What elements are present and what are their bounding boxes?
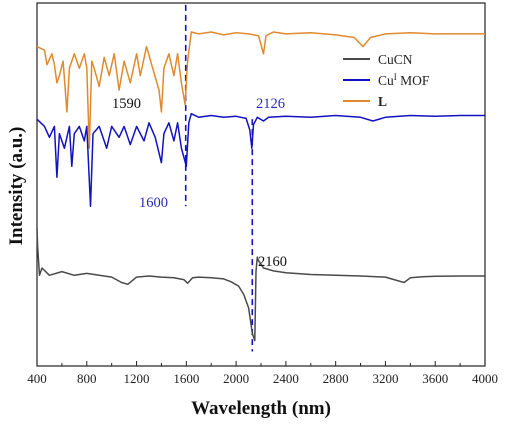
legend-label-cui-mof-main: Cu [378,73,394,88]
x-tick-label-2800: 2800 [323,371,349,386]
series-layer [36,31,485,342]
x-tick-label-400: 400 [27,371,47,386]
x-tick-label-3200: 3200 [372,371,398,386]
annotation-2160: 2160 [258,254,287,270]
legend-label-cui-mof-rest: MOF [397,73,430,88]
legend-label-cui-mof: CuI MOF [378,72,430,88]
legend-label-l: L [378,94,387,109]
legend-label-cui-mof-sup: I [394,72,397,82]
reference-lines [184,4,254,352]
x-tick-label-2000: 2000 [223,371,249,386]
x-tick-label-3600: 3600 [422,371,448,386]
legend-label-cucn: CuCN [378,52,413,67]
series-line-cu-mof [36,112,485,208]
x-tick-label-1200: 1200 [124,371,150,386]
annotation-1600: 1600 [139,195,168,211]
annotation-2126: 2126 [256,96,285,112]
x-tick-label-1600: 1600 [173,371,199,386]
series-line-l [36,31,485,149]
annotation-1590: 1590 [112,96,141,112]
x-tick-label-2400: 2400 [273,371,299,386]
x-tick-label-4000: 4000 [472,371,498,386]
annotations: 1590 1600 2126 2160 [112,96,287,270]
x-axis-title: Wavelength (nm) [191,398,331,419]
x-axis-ticks: 400 800 1200 1600 2000 2400 2800 3200 3600 4000 [27,361,498,386]
legend: CuCN CuI MOF L [343,52,430,109]
x-tick-label-800: 800 [77,371,97,386]
y-axis-title: Intensity (a.u.) [6,127,27,246]
series-line-cucn [36,228,485,342]
